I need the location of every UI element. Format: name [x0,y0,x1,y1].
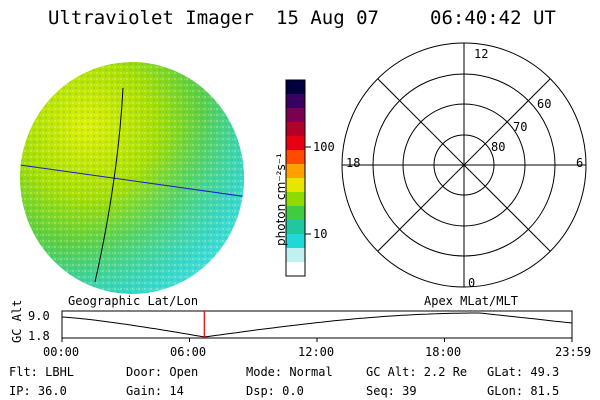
info-glat: GLat: 49.3 [487,365,560,379]
timeline-xtick-4: 23:59 [555,345,592,359]
info-gc-alt: GC Alt: 2.2 Re [366,365,468,379]
date-label: 15 Aug 07 [276,7,379,29]
info-glon: GLon: 81.5 [487,384,560,398]
apex-caption: Apex MLat/MLT [424,294,518,308]
colorbar-stripe [286,234,305,249]
colorbar-stripe [286,164,305,179]
colorbar-stripe [286,248,305,263]
mlt-label-6: 6 [576,156,584,170]
colorbar-stripe [286,136,305,151]
mlat-label-60: 60 [537,97,552,111]
colorbar-stripe [286,122,305,137]
mlat-label-70: 70 [513,120,528,134]
instrument-title: Ultraviolet Imager [48,7,254,29]
timeline-xtick-0: 00:00 [43,345,80,359]
colorbar-stripe [286,206,305,221]
info-dsp: Dsp: 0.0 [246,384,304,398]
timeline-xtick-2: 12:00 [298,345,335,359]
info-door: Door: Open [126,365,199,379]
colorbar-stripe [286,108,305,123]
timeline-xtick-3: 18:00 [425,345,462,359]
info-mode: Mode: Normal [246,365,333,379]
geographic-caption: Geographic Lat/Lon [68,294,199,308]
longitude-line [94,87,124,283]
colorbar-stripe [286,192,305,207]
mlt-label-0: 0 [468,276,476,290]
colorbar-stripe [286,262,305,277]
colorbar-stripe [286,80,305,95]
colorbar-stripe [286,178,305,193]
colorbar-stripe [286,150,305,165]
colorbar-stripe [286,94,305,109]
info-gain: Gain: 14 [126,384,184,398]
timeline-ylabel: GC Alt [10,299,24,343]
time-label: 06:40:42 UT [430,7,556,29]
latitude-line [20,164,244,198]
mlat-label-80: 80 [491,140,506,154]
mlt-label-12: 12 [474,47,489,61]
earth-image [20,62,244,294]
polar-grid [341,42,587,288]
timeline-ticks [61,338,573,342]
mlt-label-18: 18 [346,156,361,170]
colorbar-stripe [286,220,305,235]
colorbar-label-100: 100 [313,140,335,154]
timeline-ytick-max: 9.0 [28,309,50,323]
colorbar-frame [285,79,306,277]
timeline-ytick-min: 1.8 [28,329,50,343]
timeline-xtick-1: 06:00 [170,345,207,359]
info-ip: IP: 36.0 [9,384,67,398]
altitude-curve [61,312,573,338]
colorbar [286,80,305,277]
colorbar-label-10: 10 [313,227,328,241]
info-seq: Seq: 39 [366,384,417,398]
polar-diagonal-2 [377,78,551,252]
info-filter: Flt: LBHL [9,365,75,379]
colorbar-unit-label: photon cm⁻²s⁻¹ [274,153,288,246]
timeline-frame [61,310,573,339]
